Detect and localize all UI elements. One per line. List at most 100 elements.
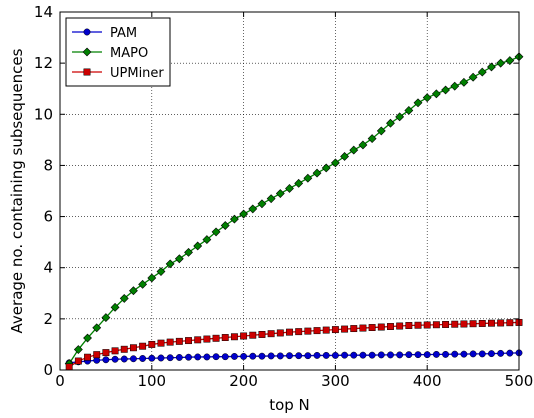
data-point-upminer (442, 321, 450, 328)
data-point-mapo (156, 267, 166, 276)
data-point-pam (203, 353, 211, 361)
data-point-mapo (376, 126, 386, 136)
y-tick-label: 4 (43, 259, 53, 277)
series-group (64, 52, 524, 371)
legend-marker-upminer (83, 68, 91, 76)
data-point-upminer (304, 327, 312, 335)
x-tick-label: 100 (137, 372, 166, 390)
data-point-upminer (469, 320, 477, 328)
data-point-upminer (396, 322, 404, 330)
data-point-upminer (313, 327, 321, 335)
data-point-upminer (129, 344, 137, 352)
data-point-pam (322, 351, 330, 359)
data-point-mapo (303, 173, 313, 183)
data-point-pam (488, 350, 495, 358)
data-point-pam (221, 353, 229, 361)
data-point-pam (304, 352, 312, 360)
data-point-mapo (312, 168, 322, 178)
data-point-mapo (266, 194, 276, 204)
x-tick-label: 300 (321, 372, 350, 390)
y-tick-label: 2 (43, 310, 53, 328)
data-point-upminer (175, 337, 183, 345)
data-point-pam (460, 350, 468, 358)
legend-label-mapo: MAPO (110, 46, 148, 61)
data-point-mapo (330, 158, 340, 168)
data-point-mapo (468, 72, 478, 82)
data-point-pam (129, 355, 137, 363)
x-axis-label: top N (269, 396, 310, 414)
data-point-mapo (101, 313, 111, 323)
data-point-pam (120, 355, 128, 363)
x-tick-label: 400 (413, 372, 442, 390)
data-point-mapo (450, 81, 460, 91)
y-axis-label: Average no. containing subsequences (8, 48, 26, 333)
data-point-upminer (368, 324, 376, 332)
data-point-pam (230, 352, 238, 360)
data-point-mapo (239, 209, 249, 219)
data-point-pam (396, 351, 404, 359)
data-point-mapo (229, 214, 239, 224)
data-point-pam (286, 352, 293, 360)
data-point-upminer (120, 345, 128, 353)
data-point-mapo (294, 178, 304, 188)
series-mapo (64, 52, 524, 369)
data-point-upminer (359, 324, 367, 332)
data-point-upminer (139, 342, 147, 350)
data-point-upminer (405, 322, 413, 329)
data-point-upminer (166, 338, 174, 346)
data-point-pam (432, 350, 440, 358)
data-point-upminer (74, 357, 82, 365)
y-tick-label: 0 (43, 361, 53, 379)
data-point-mapo (422, 93, 432, 103)
data-point-upminer (111, 347, 119, 355)
data-point-mapo (413, 98, 423, 108)
data-point-upminer (341, 325, 349, 333)
data-point-pam (267, 352, 275, 360)
data-point-upminer (387, 323, 394, 330)
data-point-pam (368, 351, 376, 359)
data-point-mapo (358, 140, 368, 150)
data-point-pam (506, 349, 514, 357)
data-point-mapo (184, 247, 193, 257)
legend-marker-mapo (82, 47, 92, 57)
data-point-mapo (248, 204, 258, 214)
data-point-mapo (340, 152, 350, 161)
y-tick-label: 6 (43, 208, 53, 226)
series-pam (65, 349, 523, 367)
y-tick-label: 12 (34, 54, 53, 72)
data-point-pam (249, 352, 257, 360)
data-point-mapo (441, 85, 450, 95)
data-point-upminer (460, 320, 468, 328)
legend-marker-pam (83, 28, 91, 36)
data-point-pam (166, 354, 174, 362)
data-point-upminer (423, 321, 431, 329)
data-point-mapo (257, 199, 267, 209)
data-point-pam (451, 350, 459, 358)
data-point-pam (276, 352, 284, 360)
data-point-upminer (148, 340, 156, 348)
data-point-pam (359, 351, 367, 359)
data-point-mapo (404, 106, 414, 115)
data-point-pam (148, 354, 156, 362)
data-point-mapo (92, 323, 102, 333)
data-point-mapo (83, 333, 92, 343)
data-point-mapo (275, 189, 285, 198)
data-point-mapo (395, 112, 405, 122)
data-point-upminer (295, 328, 303, 336)
data-point-upminer (157, 339, 165, 347)
data-point-mapo (147, 273, 157, 283)
data-point-upminer (185, 337, 192, 345)
data-point-upminer (267, 330, 275, 338)
data-point-pam (414, 351, 422, 359)
data-point-upminer (258, 331, 266, 338)
x-tick-label: 0 (55, 372, 65, 390)
data-point-pam (175, 354, 183, 361)
data-point-upminer (432, 321, 440, 329)
series-upminer (65, 318, 523, 371)
data-point-upminer (451, 320, 459, 328)
data-point-upminer (322, 326, 330, 334)
data-point-upminer (286, 328, 293, 336)
data-point-upminer (506, 319, 514, 327)
y-tick-label: 14 (34, 3, 53, 21)
